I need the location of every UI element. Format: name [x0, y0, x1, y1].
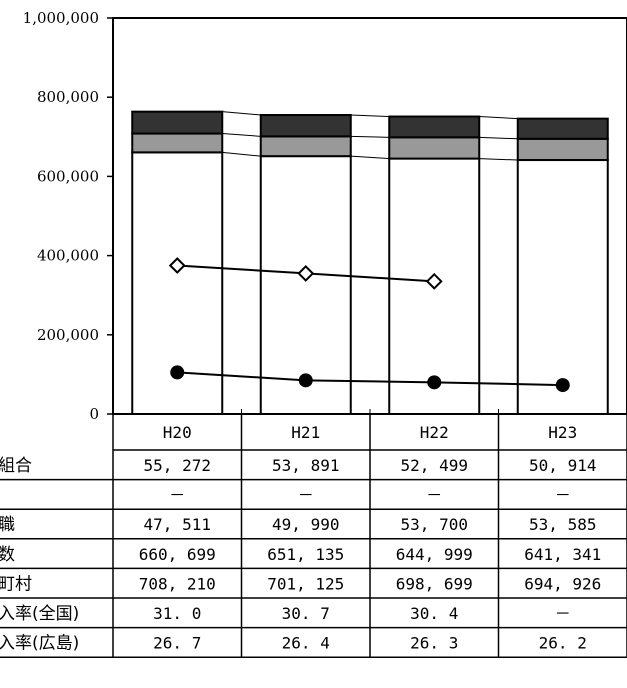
bar-segment — [516, 159, 609, 415]
series-line — [350, 114, 390, 118]
table-cell: 694, 926 — [524, 574, 601, 593]
line-point — [170, 365, 185, 380]
series-line — [350, 135, 390, 138]
y-tick-label: 200,000 — [37, 326, 99, 344]
table-cell: 30. 4 — [410, 604, 458, 623]
series-line — [350, 155, 390, 160]
y-tick-label: 600,000 — [37, 167, 99, 185]
table-cell: 47, 511 — [144, 515, 211, 534]
table-cell: 698, 699 — [396, 574, 473, 593]
y-tick-label: 0 — [89, 405, 99, 423]
line-point — [297, 265, 315, 282]
x-category-label: H23 — [548, 423, 577, 442]
table-cell: 26. 4 — [282, 634, 330, 653]
table-cell: 660, 699 — [139, 545, 216, 564]
table-cell: 641, 341 — [524, 545, 601, 564]
x-category-label: H22 — [420, 423, 449, 442]
table-cell: － — [426, 486, 442, 505]
table-cell: 30. 7 — [282, 604, 330, 623]
series-line — [479, 158, 518, 161]
line-series — [177, 371, 563, 387]
table-row-label: 組合 — [0, 456, 32, 476]
line-point — [168, 257, 186, 274]
line-point — [425, 272, 443, 290]
bar-segment — [388, 115, 481, 139]
table-cell: 53, 700 — [401, 515, 468, 534]
series-line — [222, 133, 261, 137]
table-cell: － — [555, 486, 571, 505]
table-cell: 52, 499 — [401, 456, 468, 475]
table-cell: 644, 999 — [396, 545, 473, 564]
table-cell: 708, 210 — [139, 574, 216, 593]
table-cell: 651, 135 — [267, 545, 344, 564]
table-cell: 701, 125 — [267, 574, 344, 593]
series-line — [479, 116, 518, 120]
table-cell: 50, 914 — [529, 456, 596, 475]
line-point — [298, 373, 313, 388]
table-cell: 26. 2 — [539, 634, 587, 653]
bar-segment — [259, 114, 352, 138]
table-row-label: 入率(全国) — [0, 604, 79, 624]
series-line — [222, 111, 261, 116]
table-cell: 53, 585 — [529, 515, 596, 534]
y-tick-label: 800,000 — [37, 88, 99, 106]
table-cell: 26. 3 — [410, 634, 458, 653]
table-row-label: 町村 — [0, 574, 32, 594]
bar-segment — [516, 117, 609, 140]
table-cell: － — [555, 604, 571, 623]
table-cell: 55, 272 — [144, 456, 211, 475]
table-cell: 31. 0 — [153, 604, 201, 623]
bar-segment — [516, 137, 609, 162]
table-row-label: 職 — [0, 515, 15, 535]
bar-segment — [388, 136, 481, 160]
bar-segment — [259, 135, 352, 158]
table-row-label: 数 — [0, 545, 15, 565]
line-point — [427, 375, 442, 390]
table-cell: 26. 7 — [153, 634, 201, 653]
table-cell: 49, 990 — [272, 515, 339, 534]
x-category-label: H21 — [291, 423, 320, 442]
y-tick-label: 400,000 — [37, 247, 99, 265]
y-tick-label: 1,000,000 — [23, 9, 99, 27]
series-line — [222, 151, 261, 157]
x-category-label: H20 — [163, 423, 192, 442]
table-cell: 53, 891 — [272, 456, 339, 475]
line-point — [555, 378, 570, 393]
bar-segment — [131, 110, 224, 135]
table-cell: － — [169, 486, 185, 505]
table-row-label: 入率(広島) — [0, 634, 79, 654]
series-line — [479, 136, 518, 140]
bar-segment — [259, 155, 352, 415]
table-cell: － — [298, 486, 314, 505]
bar-segment — [131, 132, 224, 154]
